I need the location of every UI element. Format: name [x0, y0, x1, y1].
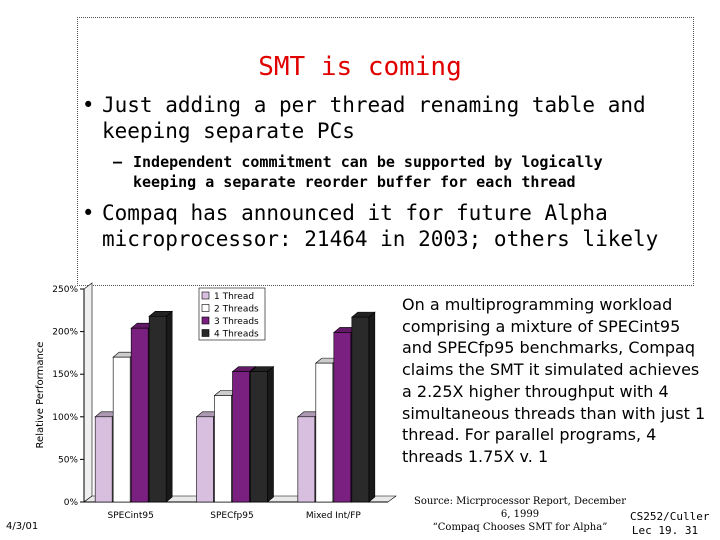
bullet-2-text: Compaq has announced it for future Alpha… — [102, 201, 659, 251]
x-category-label: SPECfp95 — [210, 511, 253, 521]
legend-label: 3 Threads — [214, 317, 259, 327]
slide-footer: CS252/Culler Lec 19. 31 — [630, 510, 710, 538]
title-placeholder-frame — [77, 17, 694, 286]
sub-bullet-marker: – — [113, 153, 123, 171]
smt-performance-chart: 0% 50% 100% 150% 200% 250% SPECint95 SPECfp95 Mi… — [35, 282, 397, 521]
bar-front — [315, 362, 334, 503]
chart-legend: 1 Thread 2 Threads 3 Threads 4 Threads — [198, 287, 266, 341]
legend-swatch — [201, 304, 210, 312]
slide-date: 4/3/01 — [6, 521, 39, 532]
bar-front — [112, 356, 131, 503]
bar-side — [267, 366, 274, 503]
x-category-label: SPECint95 — [108, 511, 154, 521]
legend-label: 4 Threads — [214, 330, 259, 340]
bar-front — [250, 371, 268, 503]
bullet-marker: • — [82, 93, 95, 117]
legend-swatch — [201, 329, 210, 337]
bar-front — [214, 395, 232, 503]
legend-swatch — [201, 316, 210, 325]
bar-front — [94, 416, 113, 503]
bar-4-threads — [148, 310, 173, 503]
x-category-label: Mixed Int/FP — [306, 511, 362, 521]
bar-front — [130, 327, 149, 503]
chart-description: On a multiprogramming workload comprisin… — [402, 295, 706, 466]
y-tick-label: 0% — [64, 498, 79, 508]
bar-front — [333, 332, 352, 503]
slide-title: SMT is coming — [258, 52, 462, 82]
bar-4-threads — [249, 366, 275, 503]
bullet-marker: • — [82, 201, 95, 225]
bar-front — [232, 371, 250, 503]
legend-label: 2 Threads — [214, 305, 259, 315]
bar-side — [165, 310, 173, 503]
bar-front — [196, 416, 214, 503]
bar-4-threads — [351, 311, 376, 503]
chart-back-wall-left — [83, 282, 93, 503]
y-tick-label: 200% — [52, 328, 78, 338]
bar-side — [368, 311, 376, 503]
bar-front — [148, 315, 167, 503]
lecture-number: Lec 19. 31 — [631, 524, 699, 537]
sub-bullet-text: Independent commitment can be supported … — [133, 153, 603, 191]
y-axis-label: Relative Performance — [35, 342, 46, 449]
bar-front — [351, 316, 370, 503]
chart-bars — [94, 310, 376, 503]
y-tick-label: 150% — [52, 370, 78, 380]
y-tick-label: 100% — [52, 413, 78, 423]
legend-box — [198, 287, 266, 341]
legend-swatch — [201, 291, 210, 300]
source-line-2: “Compaq Chooses SMT for Alpha” — [432, 522, 608, 533]
y-tick-label: 250% — [52, 285, 78, 295]
bar-front — [297, 416, 316, 503]
course-label: CS252/Culler — [630, 510, 710, 523]
source-line-1: Source: Micrprocessor Report, December 6… — [413, 496, 626, 520]
legend-label: 1 Thread — [214, 292, 254, 302]
bullet-1-text: Just adding a per thread renaming table … — [102, 93, 646, 143]
y-tick-label: 50% — [58, 455, 78, 465]
source-citation: Source: Micrprocessor Report, December 6… — [410, 495, 630, 534]
